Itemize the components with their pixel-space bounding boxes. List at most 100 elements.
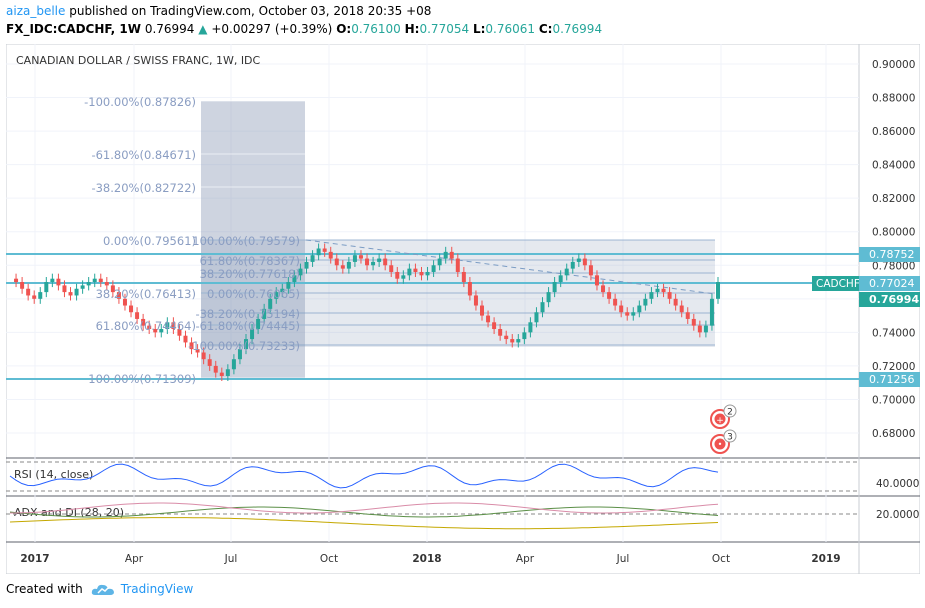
candle-body <box>473 295 478 306</box>
candle-body <box>522 332 527 340</box>
price-tick: 0.86000 <box>872 126 915 138</box>
fib-label-left: 38.20%(0.76413) <box>96 287 196 301</box>
open-label: O: <box>336 22 352 36</box>
tradingview-link[interactable]: TradingView <box>91 582 193 596</box>
candle-body <box>467 282 472 296</box>
symbol-tag <box>812 276 866 291</box>
candle-body <box>322 248 327 252</box>
publish-line: aiza_belle published on TradingView.com,… <box>6 4 431 18</box>
fib-label-right: 0.00%(0.76065) <box>207 287 300 301</box>
candle-body <box>98 278 103 283</box>
candle-body <box>195 349 200 353</box>
fib-label-left: -100.00%(0.87826) <box>84 95 196 109</box>
close-label: C: <box>538 22 553 36</box>
candle-body <box>38 292 43 299</box>
candle-body <box>316 248 321 256</box>
time-tick: Apr <box>125 553 144 565</box>
fib-label-right: -38.20%(0.75194) <box>195 307 300 321</box>
price-tick: 0.90000 <box>872 59 915 71</box>
time-tick: Oct <box>320 553 338 565</box>
chart-title: CANADIAN DOLLAR / SWISS FRANC, 1W, IDC <box>16 54 261 67</box>
candle-body <box>14 278 19 283</box>
time-tick: Apr <box>516 553 535 565</box>
event-marker[interactable]: + 2 <box>710 404 737 429</box>
candle-body <box>358 255 363 259</box>
candle-body <box>461 271 466 283</box>
candle-body <box>298 268 303 276</box>
candle-body <box>74 288 79 296</box>
price-tick: 0.68000 <box>872 428 915 440</box>
di-plus-line[interactable] <box>9 506 719 518</box>
candle-body <box>177 329 182 336</box>
cloud-logo-icon <box>91 584 114 595</box>
footer: Created with TradingView <box>6 582 193 596</box>
fib-label-right: -100.00%(0.73233) <box>188 339 300 353</box>
time-axis[interactable]: 2017 Apr Jul Oct 2018 Apr Jul Oct 2019 <box>20 553 840 565</box>
candle-body <box>716 282 720 299</box>
di-minus-line[interactable] <box>10 502 719 514</box>
symbol-label: FX_IDC:CADCHF, 1W <box>6 22 141 36</box>
price-tick: 0.82000 <box>872 193 915 205</box>
candle-body <box>516 339 521 343</box>
candle-body <box>401 275 406 279</box>
low-value: 0.76061 <box>485 22 536 36</box>
level-tag-upper-text: 0.78752 <box>869 248 915 261</box>
candle-body <box>564 268 569 276</box>
candle-body <box>256 318 261 330</box>
symbol-tag-text: CADCHF <box>816 278 860 290</box>
fib-label-left: -61.80%(0.84671) <box>91 148 196 162</box>
candle-body <box>607 292 612 299</box>
candle-body <box>594 275 599 286</box>
candle-body <box>334 258 339 266</box>
chart-canvas[interactable]: CANADIAN DOLLAR / SWISS FRANC, 1W, IDC -… <box>5 43 921 575</box>
candle-body <box>201 352 206 360</box>
candle-body <box>159 329 164 333</box>
candle-body <box>413 268 418 272</box>
adx-line[interactable] <box>9 517 719 530</box>
candle-body <box>20 282 25 289</box>
fib-label-right: 100.00%(0.79579) <box>192 234 300 248</box>
candle-body <box>171 322 176 330</box>
candle-body <box>129 305 134 313</box>
candle-body <box>92 278 97 283</box>
candle-body <box>244 339 248 350</box>
rsi-axis-value: 40.0000 <box>876 478 919 490</box>
fib-label-left: 61.80%(0.74464) <box>96 319 196 333</box>
time-tick: 2017 <box>20 553 49 565</box>
candle-body <box>588 265 593 276</box>
price-tick: 0.70000 <box>872 394 915 406</box>
rsi-line[interactable] <box>9 463 719 489</box>
chart-area[interactable]: CANADIAN DOLLAR / SWISS FRANC, 1W, IDC -… <box>5 43 921 575</box>
last-price: 0.76994 <box>144 22 195 36</box>
candle-body <box>492 322 497 330</box>
marker-count: 2 <box>727 408 733 418</box>
candle-body <box>486 315 491 323</box>
fib-label-left: -38.20%(0.82722) <box>91 181 196 195</box>
candle-body <box>661 288 666 293</box>
candle-body <box>377 258 382 262</box>
candle-body <box>213 365 218 373</box>
symbol-value-text: 0.77024 <box>869 277 915 290</box>
plus-icon: + <box>716 416 724 426</box>
event-marker[interactable]: • 3 <box>710 429 737 454</box>
candle-body <box>534 312 539 323</box>
candle-body <box>437 258 442 266</box>
candle-body <box>304 261 309 269</box>
candle-body <box>280 288 285 293</box>
candle-body <box>346 261 351 269</box>
candle-body <box>26 288 31 296</box>
low-label: L: <box>472 22 486 36</box>
close-value: 0.76994 <box>552 22 603 36</box>
candle-body <box>407 268 412 276</box>
candle-body <box>395 271 400 279</box>
candle-body <box>552 282 557 293</box>
candle-body <box>56 278 61 286</box>
trend-line[interactable] <box>305 239 716 295</box>
adx-axis-value: 20.0000 <box>876 509 919 521</box>
candle-body <box>643 298 648 306</box>
fib-label-right: -61.80%(0.74445) <box>195 319 300 333</box>
up-arrow-icon: ▲ <box>198 22 208 36</box>
candle-body <box>480 305 484 316</box>
author-link[interactable]: aiza_belle <box>6 4 66 18</box>
fib-label-left: 0.00%(0.79561) <box>103 234 196 248</box>
